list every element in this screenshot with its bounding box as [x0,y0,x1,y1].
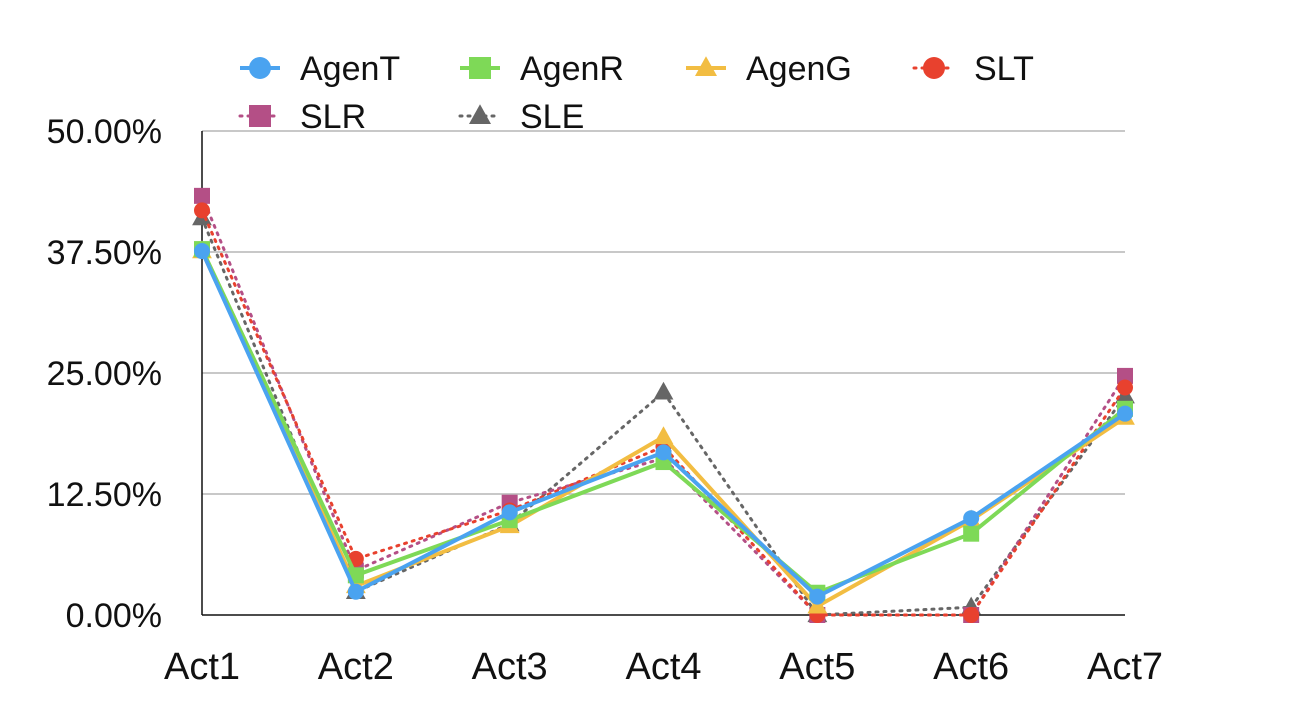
y-tick-labels: 0.00% 12.50% 25.00% 37.50% 50.00% [47,113,162,635]
data-point [1117,405,1133,422]
legend-item-SLE: SLE [458,98,584,136]
x-tick-label: Act6 [933,646,1009,688]
y-tick-label: 37.50% [47,234,162,272]
legend-item-SLT: SLT [912,50,1034,88]
data-point [194,202,210,219]
series-AgenG [192,240,1135,614]
x-tick-label: Act3 [472,646,548,688]
data-point [194,187,210,204]
legend-label: AgenG [746,50,852,88]
legend-item-AgenG: AgenG [686,50,852,88]
x-tick-label: Act5 [779,646,855,688]
legend-label: SLE [520,98,584,136]
series-SLR [194,187,1133,623]
legend-marker [249,105,271,127]
legend: AgenT AgenR AgenG SLT SLR SLE [238,50,1034,136]
y-tick-label: 12.50% [47,476,162,514]
legend-label: AgenT [300,50,400,88]
x-tick-label: Act1 [164,646,240,688]
data-point [963,525,980,542]
x-tick-labels: Act1 Act2 Act3 Act4 Act5 Act6 Act7 [164,646,1163,688]
data-point [347,583,364,600]
legend-item-SLR: SLR [238,98,366,136]
series-line [200,248,1127,595]
legend-label: SLR [300,98,366,136]
series-group [192,187,1135,623]
data-point [963,607,980,623]
y-tick-label: 0.00% [66,597,162,635]
data-point [653,381,674,400]
data-point [809,588,826,605]
data-point [501,504,518,521]
data-point [1117,379,1133,396]
series-AgenT [194,243,1133,605]
data-point [655,444,672,461]
legend-item-AgenT: AgenT [240,50,400,88]
legend-label: SLT [974,50,1034,88]
legend-marker [469,104,491,124]
y-tick-label: 50.00% [47,113,162,151]
legend-marker [469,57,491,79]
legend-marker [923,57,945,79]
legend-label: AgenR [520,50,624,88]
legend-marker [695,56,717,76]
grid-lines [202,130,1125,495]
x-tick-label: Act7 [1087,646,1163,688]
data-point [194,243,210,260]
series-SLT [194,202,1133,623]
x-tick-label: Act2 [318,646,394,688]
legend-item-AgenR: AgenR [460,50,624,88]
series-SLE [192,207,1135,623]
data-point [653,426,674,445]
x-tick-label: Act4 [625,646,701,688]
y-tick-label: 25.00% [47,355,162,393]
legend-marker [249,57,271,79]
data-point [963,510,980,527]
data-point [1117,367,1133,384]
